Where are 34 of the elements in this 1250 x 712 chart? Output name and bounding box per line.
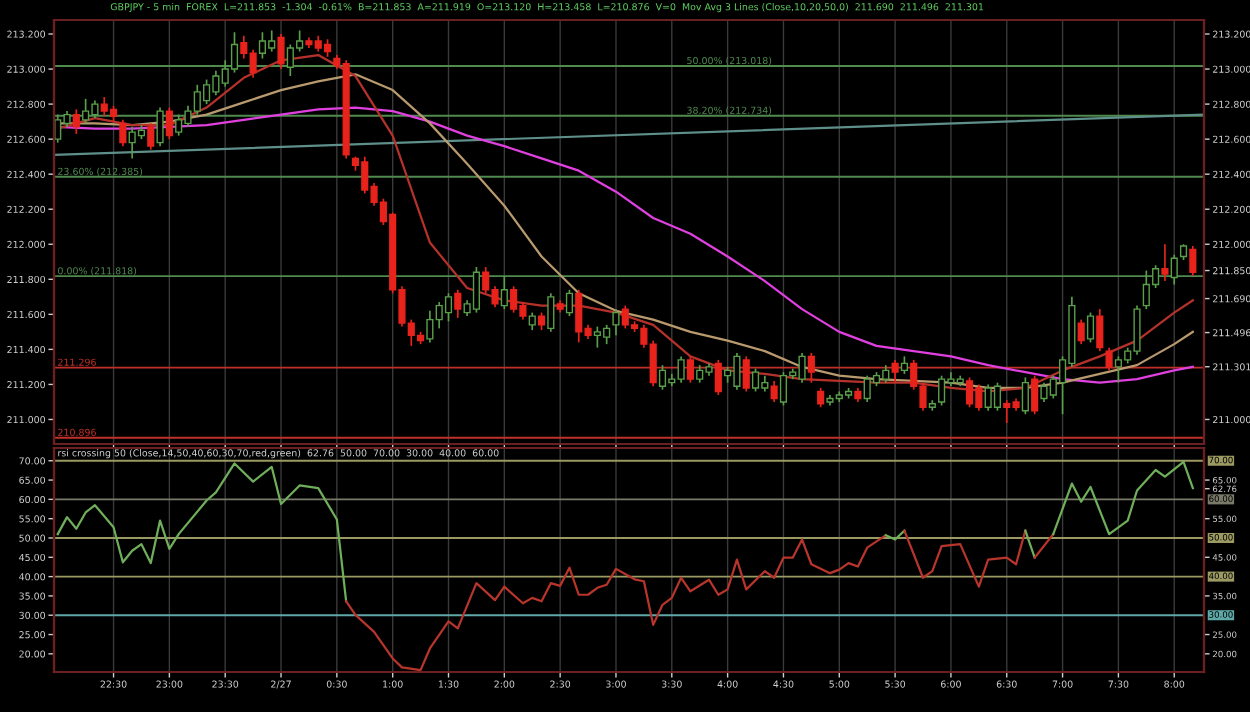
candlestick (965, 376, 974, 409)
candlestick (500, 274, 508, 310)
candlestick (454, 288, 462, 319)
candlestick (1077, 318, 1085, 345)
candlestick (770, 380, 778, 403)
candlestick (658, 364, 667, 391)
candlestick (1161, 243, 1169, 282)
candlestick (714, 359, 722, 396)
candlestick (993, 381, 1002, 412)
candlestick (165, 106, 173, 140)
candlestick (156, 106, 164, 147)
candlestick (807, 352, 815, 384)
candlestick (1170, 253, 1178, 286)
candlestick (147, 122, 155, 151)
candlestick (779, 371, 788, 407)
candlestick (742, 355, 750, 393)
candlestick (612, 308, 620, 337)
candlestick (277, 33, 285, 70)
candlestick (119, 119, 127, 147)
candlestick (1086, 311, 1095, 344)
candlestick (444, 292, 453, 323)
candlestick (751, 367, 760, 393)
candlestick (1096, 308, 1104, 352)
candlestick (547, 292, 555, 333)
candlestick (891, 359, 899, 384)
candlestick (817, 387, 825, 409)
candlestick (1021, 376, 1029, 416)
candlestick (1189, 245, 1197, 277)
candlestick (565, 288, 574, 317)
candlestick (72, 108, 80, 135)
candlestick (1105, 346, 1113, 372)
candlestick (472, 266, 480, 314)
candlestick (1031, 374, 1039, 416)
candlestick (686, 355, 694, 384)
